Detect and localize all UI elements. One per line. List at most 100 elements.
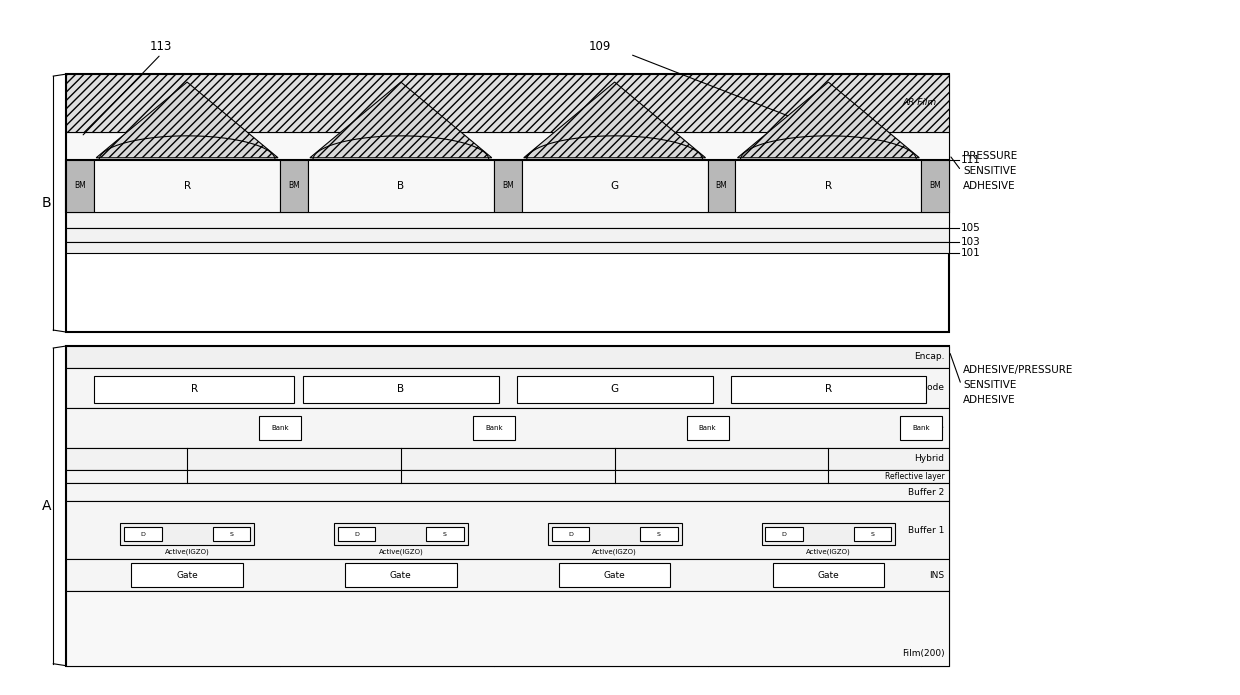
- Polygon shape: [97, 82, 278, 158]
- Bar: [303, 376, 498, 403]
- Bar: [427, 528, 464, 541]
- Bar: [765, 528, 804, 541]
- Text: AR Film: AR Film: [903, 99, 936, 108]
- Text: BM: BM: [74, 181, 86, 190]
- Text: 105: 105: [961, 224, 981, 234]
- Text: BM: BM: [930, 181, 941, 190]
- Bar: [66, 484, 950, 501]
- Bar: [334, 523, 467, 545]
- Text: S: S: [229, 532, 233, 537]
- Text: Bank: Bank: [272, 425, 289, 431]
- Bar: [494, 160, 522, 211]
- Polygon shape: [523, 82, 706, 158]
- Text: Encap.: Encap.: [914, 352, 945, 361]
- Text: SENSITIVE: SENSITIVE: [963, 380, 1017, 390]
- Text: ADHESIVE: ADHESIVE: [963, 395, 1016, 404]
- Bar: [548, 523, 682, 545]
- Text: Buffer 2: Buffer 2: [908, 488, 945, 497]
- Bar: [66, 211, 950, 229]
- Bar: [280, 160, 308, 211]
- Bar: [559, 563, 671, 587]
- Bar: [212, 528, 250, 541]
- Bar: [522, 160, 708, 211]
- Bar: [552, 528, 589, 541]
- Bar: [66, 132, 950, 160]
- Text: SENSITIVE: SENSITIVE: [963, 165, 1017, 176]
- Text: PRESSURE: PRESSURE: [963, 151, 1018, 161]
- Text: 109: 109: [589, 40, 611, 53]
- Text: Bank: Bank: [913, 425, 930, 431]
- Text: Active(IGZO): Active(IGZO): [165, 548, 210, 555]
- Bar: [66, 501, 950, 559]
- Bar: [66, 448, 950, 470]
- Text: 103: 103: [961, 238, 981, 247]
- Bar: [66, 160, 950, 211]
- Polygon shape: [738, 82, 919, 158]
- Text: Gate: Gate: [817, 571, 839, 580]
- Text: Gate: Gate: [176, 571, 198, 580]
- Bar: [708, 160, 735, 211]
- Bar: [339, 528, 376, 541]
- Text: S: S: [443, 532, 446, 537]
- Text: ADHESIVE/PRESSURE: ADHESIVE/PRESSURE: [963, 365, 1074, 375]
- Bar: [66, 591, 950, 666]
- Bar: [308, 160, 494, 211]
- Bar: [66, 346, 950, 368]
- Text: G: G: [610, 181, 619, 190]
- Text: Active(IGZO): Active(IGZO): [806, 548, 851, 555]
- Bar: [94, 160, 280, 211]
- Text: Hybrid: Hybrid: [914, 454, 945, 463]
- Bar: [124, 528, 161, 541]
- Text: D: D: [355, 532, 360, 537]
- Text: BM: BM: [502, 181, 513, 190]
- Text: R: R: [825, 181, 832, 190]
- Text: G: G: [610, 384, 619, 394]
- Text: INS: INS: [929, 571, 945, 580]
- Text: D: D: [568, 532, 573, 537]
- Text: Active(IGZO): Active(IGZO): [378, 548, 423, 555]
- Bar: [120, 523, 254, 545]
- Text: 111: 111: [961, 155, 981, 165]
- Bar: [66, 559, 950, 591]
- Text: D: D: [781, 532, 786, 537]
- Bar: [66, 74, 950, 332]
- Bar: [66, 368, 950, 408]
- Bar: [131, 563, 243, 587]
- Bar: [735, 160, 921, 211]
- Text: BM: BM: [288, 181, 300, 190]
- Bar: [66, 160, 94, 211]
- Text: S: S: [870, 532, 874, 537]
- Bar: [66, 229, 950, 243]
- Bar: [66, 74, 950, 132]
- Text: B: B: [397, 384, 404, 394]
- Text: Active(IGZO): Active(IGZO): [593, 548, 637, 555]
- Bar: [773, 563, 884, 587]
- Text: 113: 113: [150, 40, 172, 53]
- Bar: [687, 416, 729, 440]
- Text: Gate: Gate: [391, 571, 412, 580]
- Text: Bank: Bank: [485, 425, 502, 431]
- Text: 101: 101: [961, 248, 981, 259]
- Bar: [472, 416, 515, 440]
- Bar: [66, 470, 950, 484]
- Bar: [259, 416, 301, 440]
- Text: Buffer 1: Buffer 1: [908, 525, 945, 534]
- Text: S: S: [657, 532, 661, 537]
- Text: ADHESIVE: ADHESIVE: [963, 181, 1016, 190]
- Bar: [761, 523, 895, 545]
- Bar: [517, 376, 713, 403]
- Bar: [66, 346, 950, 666]
- Bar: [66, 408, 950, 448]
- Bar: [345, 563, 456, 587]
- Text: Cathode: Cathode: [906, 384, 945, 393]
- Text: Reflective layer: Reflective layer: [884, 472, 945, 481]
- Text: Film(200): Film(200): [901, 649, 945, 658]
- Text: Anode: Anode: [915, 423, 945, 432]
- Text: Gate: Gate: [604, 571, 625, 580]
- Text: B: B: [397, 181, 404, 190]
- Text: Bank: Bank: [699, 425, 717, 431]
- Bar: [900, 416, 942, 440]
- Text: B: B: [41, 196, 51, 210]
- Text: R: R: [184, 181, 191, 190]
- Text: R: R: [825, 384, 832, 394]
